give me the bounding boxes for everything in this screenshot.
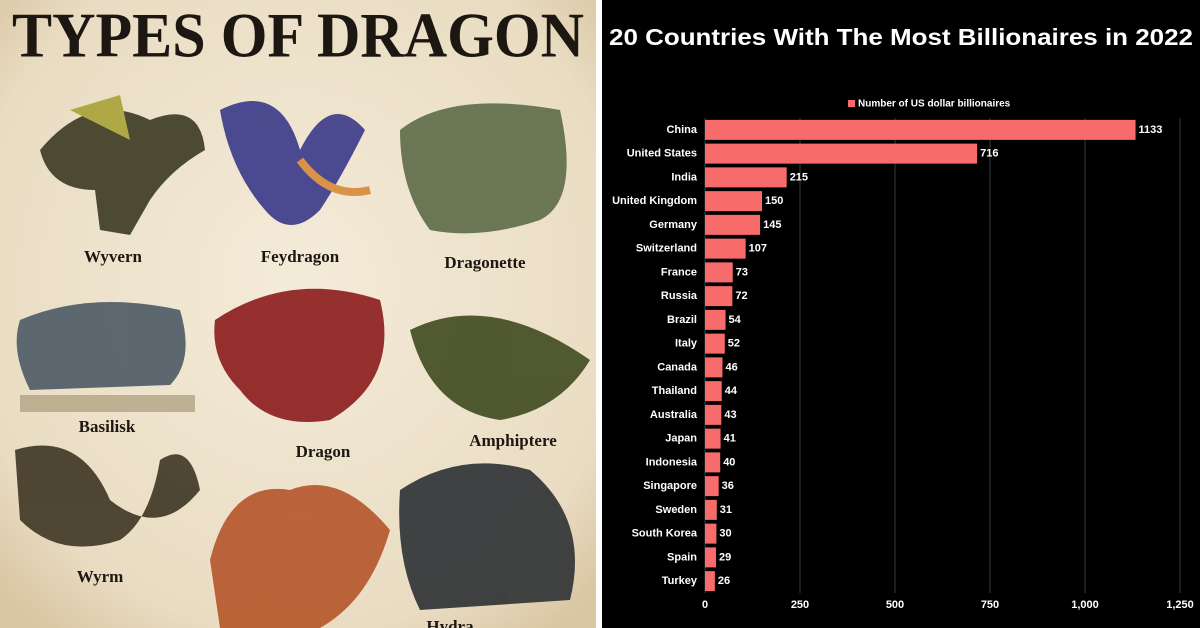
legend-swatch (848, 100, 855, 107)
dragon-label: Amphiptere (469, 431, 557, 450)
y-tick-label: United States (627, 148, 697, 160)
legend-label: Number of US dollar billionaires (858, 99, 1011, 110)
bar (705, 238, 746, 259)
dragon-label: Dragon (296, 442, 351, 461)
value-label: 73 (736, 266, 748, 278)
value-label: 29 (719, 551, 731, 563)
bar (705, 143, 978, 164)
y-tick-label: United Kingdom (612, 195, 697, 207)
bar (705, 262, 733, 283)
y-tick-label: Sweden (655, 504, 697, 516)
value-label: 54 (729, 314, 742, 326)
basilisk-art (16, 302, 186, 390)
value-label: 31 (720, 504, 732, 516)
feydragon-art (220, 101, 365, 225)
y-tick-label: Italy (675, 338, 698, 350)
bar (705, 357, 723, 378)
basilisk-ground (20, 395, 195, 412)
y-tick-label: Brazil (667, 314, 697, 326)
wyvern-art (40, 110, 205, 235)
y-tick-label: Russia (661, 290, 698, 302)
y-tick-label: France (661, 266, 697, 278)
bar (705, 547, 717, 568)
bar (705, 452, 721, 473)
y-tick-label: Singapore (643, 480, 697, 492)
wyrm-art (15, 445, 200, 547)
dragon-label: Wyrm (77, 567, 124, 586)
value-label: 72 (735, 290, 747, 302)
value-label: 145 (763, 219, 781, 231)
dragon-label: Wyvern (84, 247, 142, 266)
value-label: 41 (724, 433, 736, 445)
value-label: 40 (723, 456, 735, 468)
y-tick-label: Japan (665, 433, 697, 445)
bar (705, 499, 717, 520)
bar (705, 333, 725, 354)
bar (705, 523, 717, 544)
hydra-art (399, 463, 575, 610)
value-label: 1133 (1139, 124, 1163, 136)
y-tick-label: Spain (667, 551, 697, 563)
x-tick-label: 250 (791, 599, 809, 611)
y-tick-label: Germany (649, 219, 698, 231)
bar (705, 476, 719, 497)
value-label: 44 (725, 385, 738, 397)
dragonette-art (400, 103, 567, 234)
value-label: 30 (719, 528, 731, 540)
x-tick-label: 0 (702, 599, 708, 611)
value-label: 52 (728, 338, 740, 350)
value-label: 215 (790, 171, 808, 183)
bar (705, 214, 761, 235)
value-label: 26 (718, 575, 730, 587)
dragon-illustrations (15, 95, 590, 628)
value-label: 43 (724, 409, 736, 421)
bar (705, 309, 726, 330)
chart-background (602, 0, 1200, 628)
y-tick-label: South Korea (632, 528, 698, 540)
value-label: 716 (980, 148, 998, 160)
dragon-label: Feydragon (261, 247, 340, 266)
bar (705, 167, 787, 188)
y-tick-label: China (666, 124, 697, 136)
dragon-art (214, 288, 385, 422)
y-tick-label: Switzerland (636, 243, 697, 255)
x-tick-label: 1,000 (1071, 599, 1099, 611)
dragon-label: Basilisk (79, 417, 136, 436)
x-tick-label: 1,250 (1166, 599, 1194, 611)
x-tick-label: 750 (981, 599, 999, 611)
y-tick-label: India (671, 171, 698, 183)
y-tick-label: Canada (657, 361, 698, 373)
dragon-label: Hydra (426, 617, 474, 628)
y-tick-label: Thailand (652, 385, 697, 397)
phoenix-art (210, 485, 390, 628)
bar (705, 381, 722, 402)
value-label: 46 (725, 361, 737, 373)
value-label: 107 (749, 243, 767, 255)
y-tick-label: Indonesia (646, 456, 698, 468)
bar (705, 428, 721, 449)
bar (705, 404, 722, 425)
value-label: 36 (722, 480, 734, 492)
value-label: 150 (765, 195, 783, 207)
chart-title: 20 Countries With The Most Billionaires … (609, 24, 1193, 50)
y-tick-label: Turkey (662, 575, 698, 587)
y-tick-label: Australia (650, 409, 698, 421)
bar (705, 286, 733, 307)
bar (705, 571, 715, 592)
bar (705, 191, 762, 212)
feydragon-tail (296, 157, 371, 196)
dragon-label: Dragonette (444, 253, 526, 272)
bar (705, 119, 1136, 140)
amphiptere-art (410, 315, 590, 420)
wyvern-wing (70, 95, 130, 140)
x-tick-label: 500 (886, 599, 904, 611)
poster-title: TYPES OF DRAGON (12, 0, 584, 71)
